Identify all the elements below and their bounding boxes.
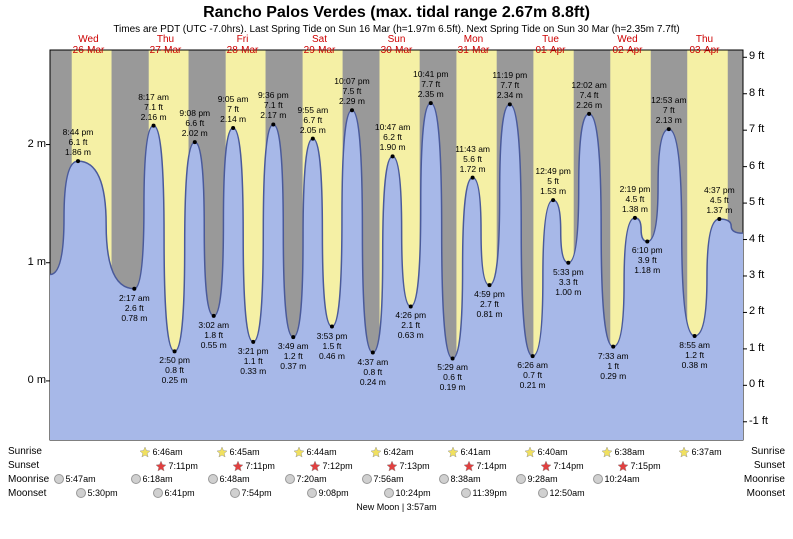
low-tide-label: 4:59 pm2.7 ft0.81 m	[474, 289, 505, 319]
high-tide-label: 9:08 pm6.6 ft2.02 m	[179, 108, 210, 138]
y-right-tick: 7 ft	[749, 123, 789, 135]
high-tide-label: 11:43 am5.6 ft1.72 m	[455, 144, 490, 174]
moonrise-time: 6:18am	[131, 474, 173, 484]
sunset-time: 7:11pm	[232, 460, 275, 472]
sunrise-time: 6:42am	[370, 446, 414, 458]
low-tide-label: 3:49 am1.2 ft0.37 m	[278, 341, 309, 371]
y-right-tick: 1 ft	[749, 342, 789, 354]
high-tide-label: 10:47 am6.2 ft1.90 m	[375, 122, 410, 152]
sunrise-time: 6:40am	[524, 446, 568, 458]
low-tide-label: 4:26 pm2.1 ft0.63 m	[395, 310, 426, 340]
low-tide-label: 5:29 am0.6 ft0.19 m	[437, 362, 468, 392]
sunset-time: 7:14pm	[463, 460, 507, 472]
y-left-tick: 0 m	[6, 374, 46, 386]
day-header: Wed26-Mar	[50, 34, 127, 56]
low-tide-label: 7:33 am1 ft0.29 m	[598, 351, 629, 381]
day-header: Mon31-Mar	[435, 34, 512, 56]
moonrise-time: 8:38am	[439, 474, 481, 484]
sunset-time: 7:15pm	[617, 460, 661, 472]
high-tide-label: 11:19 pm7.7 ft2.34 m	[492, 70, 527, 100]
low-tide-label: 3:02 am1.8 ft0.55 m	[198, 320, 229, 350]
sunset-time: 7:11pm	[155, 460, 198, 472]
high-tide-label: 9:05 am7 ft2.14 m	[218, 94, 249, 124]
y-left-tick: 1 m	[6, 256, 46, 268]
moonset-time: 11:39pm	[461, 488, 507, 498]
y-right-tick: 9 ft	[749, 50, 789, 62]
low-tide-label: 2:50 pm0.8 ft0.25 m	[159, 355, 190, 385]
low-tide-label: 3:53 pm1.5 ft0.46 m	[317, 331, 348, 361]
tide-chart: Rancho Palos Verdes (max. tidal range 2.…	[0, 0, 793, 539]
y-right-tick: 4 ft	[749, 233, 789, 245]
y-right-tick: 6 ft	[749, 160, 789, 172]
high-tide-label: 4:37 pm4.5 ft1.37 m	[704, 185, 735, 215]
high-tide-label: 9:55 am6.7 ft2.05 m	[297, 105, 328, 135]
low-tide-label: 4:37 am0.8 ft0.24 m	[357, 357, 388, 387]
sunrise-time: 6:45am	[216, 446, 260, 458]
moonset-time: 6:41pm	[153, 488, 195, 498]
y-right-tick: 0 ft	[749, 378, 789, 390]
y-right-tick: 2 ft	[749, 305, 789, 317]
day-header: Thu27-Mar	[127, 34, 204, 56]
day-header: Wed02-Apr	[589, 34, 666, 56]
y-right-tick: 3 ft	[749, 269, 789, 281]
high-tide-label: 2:19 pm4.5 ft1.38 m	[620, 184, 651, 214]
new-moon-label: New Moon | 3:57am	[0, 502, 793, 512]
sunrise-time: 6:38am	[601, 446, 645, 458]
moonrise-time: 6:48am	[208, 474, 250, 484]
low-tide-label: 3:21 pm1.1 ft0.33 m	[238, 346, 269, 376]
low-tide-label: 5:33 pm3.3 ft1.00 m	[553, 267, 584, 297]
high-tide-label: 12:53 am7 ft2.13 m	[651, 95, 686, 125]
y-right-tick: 8 ft	[749, 87, 789, 99]
sunrise-time: 6:37am	[678, 446, 722, 458]
y-left-tick: 2 m	[6, 138, 46, 150]
moonset-time: 10:24pm	[384, 488, 431, 498]
moonrise-time: 7:56am	[362, 474, 404, 484]
day-header: Tue01-Apr	[512, 34, 589, 56]
high-tide-label: 8:44 pm6.1 ft1.86 m	[63, 127, 94, 157]
footer-row-label-right: Moonrise	[744, 474, 785, 485]
low-tide-label: 2:17 am2.6 ft0.78 m	[119, 293, 150, 323]
moonrise-time: 7:20am	[285, 474, 327, 484]
low-tide-label: 6:10 pm3.9 ft1.18 m	[632, 245, 663, 275]
high-tide-label: 12:02 am7.4 ft2.26 m	[571, 80, 606, 110]
footer-row-label-right: Moonset	[747, 488, 785, 499]
moonrise-time: 10:24am	[593, 474, 640, 484]
moonset-time: 7:54pm	[230, 488, 272, 498]
sunset-time: 7:13pm	[386, 460, 430, 472]
low-tide-label: 8:55 am1.2 ft0.38 m	[679, 340, 710, 370]
day-header: Fri28-Mar	[204, 34, 281, 56]
day-header: Sun30-Mar	[358, 34, 435, 56]
footer-row-label-left: Sunset	[8, 460, 39, 471]
sunrise-time: 6:44am	[293, 446, 337, 458]
high-tide-label: 8:17 am7.1 ft2.16 m	[138, 92, 169, 122]
footer-row-label-right: Sunrise	[751, 446, 785, 457]
moonrise-time: 9:28am	[516, 474, 558, 484]
sunrise-time: 6:41am	[447, 446, 491, 458]
footer-row-label-left: Moonset	[8, 488, 46, 499]
low-tide-label: 6:26 am0.7 ft0.21 m	[517, 360, 548, 390]
high-tide-label: 9:36 pm7.1 ft2.17 m	[258, 90, 289, 120]
day-header: Sat29-Mar	[281, 34, 358, 56]
footer-row-label-left: Moonrise	[8, 474, 49, 485]
high-tide-label: 10:07 pm7.5 ft2.29 m	[334, 76, 369, 106]
day-header: Thu03-Apr	[666, 34, 743, 56]
plot-svg	[0, 0, 793, 539]
moonset-time: 9:08pm	[307, 488, 349, 498]
high-tide-label: 12:49 pm5 ft1.53 m	[535, 166, 570, 196]
sunset-time: 7:12pm	[309, 460, 353, 472]
sunrise-time: 6:46am	[139, 446, 183, 458]
y-right-tick: -1 ft	[749, 415, 789, 427]
footer-row-label-left: Sunrise	[8, 446, 42, 457]
footer-row-label-right: Sunset	[754, 460, 785, 471]
sunset-time: 7:14pm	[540, 460, 584, 472]
high-tide-label: 10:41 pm7.7 ft2.35 m	[413, 69, 448, 99]
moonset-time: 12:50am	[538, 488, 585, 498]
moonrise-time: 5:47am	[54, 474, 96, 484]
y-right-tick: 5 ft	[749, 196, 789, 208]
moonset-time: 5:30pm	[76, 488, 118, 498]
